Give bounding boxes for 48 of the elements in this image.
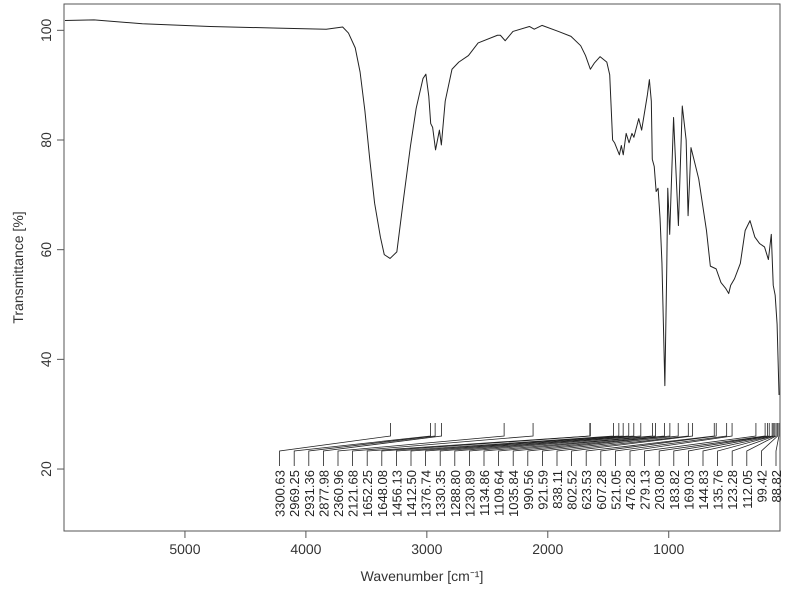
- y-tick-label: 20: [38, 461, 54, 477]
- annotation: 623.53: [579, 470, 594, 510]
- annotation: 1288.80: [448, 470, 463, 517]
- y-tick-label: 100: [38, 18, 54, 42]
- x-tick-label: 3000: [411, 541, 443, 557]
- line-series: [64, 19, 780, 396]
- y-axis-title: Transmittance [%]: [10, 211, 26, 324]
- annotation: 476.28: [623, 470, 638, 510]
- x-tick-label: 2000: [532, 541, 564, 557]
- annotation: 2931.36: [302, 470, 317, 517]
- annotation: 921.59: [535, 470, 550, 510]
- annotation: 2121.68: [346, 470, 361, 517]
- annotation: 3300.63: [272, 470, 288, 517]
- annotation: 2360.96: [331, 470, 346, 517]
- annotation: 1456.13: [389, 470, 404, 517]
- y-tick-label: 40: [38, 351, 54, 368]
- annotation: 1652.25: [360, 470, 376, 517]
- x-axis-title: Wavenumber [cm⁻¹]: [360, 568, 484, 584]
- annotation: 1109.64: [492, 470, 507, 516]
- annotation: 802.52: [564, 470, 580, 510]
- annotation: 2877.98: [316, 470, 332, 517]
- annotation: 521.05: [608, 470, 624, 510]
- annotation: 88.82: [769, 470, 784, 503]
- annotation: 112.05: [740, 470, 755, 509]
- annotation: 1035.84: [506, 470, 522, 517]
- x-tick-label: 5000: [169, 541, 201, 557]
- y-tick-label: 80: [38, 132, 54, 148]
- annotation: 1230.89: [462, 470, 478, 517]
- annotation: 1648.08: [374, 470, 390, 517]
- y-tick-label: 60: [38, 242, 54, 258]
- annotation: 990.56: [520, 470, 536, 510]
- annotation: 203.08: [652, 470, 668, 510]
- x-tick-label: 4000: [290, 541, 322, 557]
- annotation: 1330.35: [433, 470, 448, 517]
- annotation: 99.42: [754, 470, 770, 503]
- annotation: 169.03: [681, 470, 696, 510]
- annotation: 123.28: [725, 470, 740, 510]
- annotation: 2969.25: [287, 470, 302, 517]
- annotation: 1376.74: [418, 470, 434, 517]
- annotation: 1134.86: [477, 470, 492, 516]
- annotation: 135.76: [710, 470, 726, 510]
- annotation: 144.83: [696, 470, 711, 510]
- annotation: 183.82: [666, 470, 682, 510]
- annotation: 279.13: [638, 470, 653, 510]
- annotation: 838.11: [550, 470, 565, 509]
- x-tick-label: 1000: [653, 541, 685, 557]
- annotation: 1412.50: [404, 470, 419, 517]
- annotation: 607.28: [594, 470, 609, 510]
